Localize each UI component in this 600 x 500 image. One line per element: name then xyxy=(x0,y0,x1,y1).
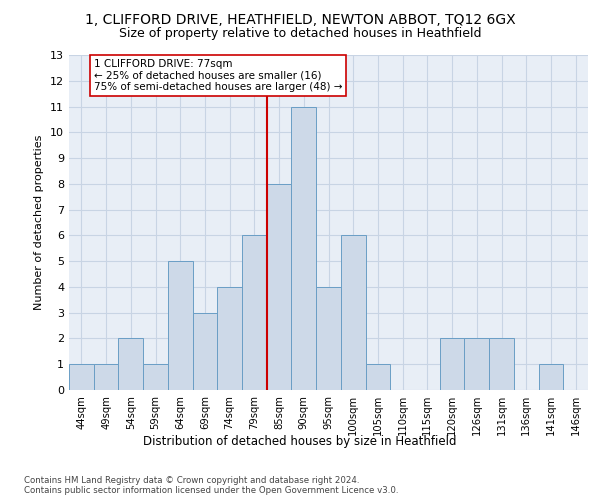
Bar xyxy=(292,106,316,390)
Bar xyxy=(267,184,292,390)
Bar xyxy=(365,364,390,390)
Y-axis label: Number of detached properties: Number of detached properties xyxy=(34,135,44,310)
Bar xyxy=(316,287,341,390)
Text: Contains HM Land Registry data © Crown copyright and database right 2024.
Contai: Contains HM Land Registry data © Crown c… xyxy=(24,476,398,495)
Bar xyxy=(94,364,118,390)
Bar xyxy=(464,338,489,390)
Bar xyxy=(69,364,94,390)
Bar xyxy=(193,312,217,390)
Bar xyxy=(242,236,267,390)
Text: Size of property relative to detached houses in Heathfield: Size of property relative to detached ho… xyxy=(119,28,481,40)
Bar xyxy=(341,236,365,390)
Text: Distribution of detached houses by size in Heathfield: Distribution of detached houses by size … xyxy=(143,435,457,448)
Bar xyxy=(217,287,242,390)
Bar xyxy=(539,364,563,390)
Text: 1 CLIFFORD DRIVE: 77sqm
← 25% of detached houses are smaller (16)
75% of semi-de: 1 CLIFFORD DRIVE: 77sqm ← 25% of detache… xyxy=(94,59,342,92)
Bar xyxy=(440,338,464,390)
Text: 1, CLIFFORD DRIVE, HEATHFIELD, NEWTON ABBOT, TQ12 6GX: 1, CLIFFORD DRIVE, HEATHFIELD, NEWTON AB… xyxy=(85,12,515,26)
Bar xyxy=(489,338,514,390)
Bar xyxy=(168,261,193,390)
Bar xyxy=(118,338,143,390)
Bar xyxy=(143,364,168,390)
